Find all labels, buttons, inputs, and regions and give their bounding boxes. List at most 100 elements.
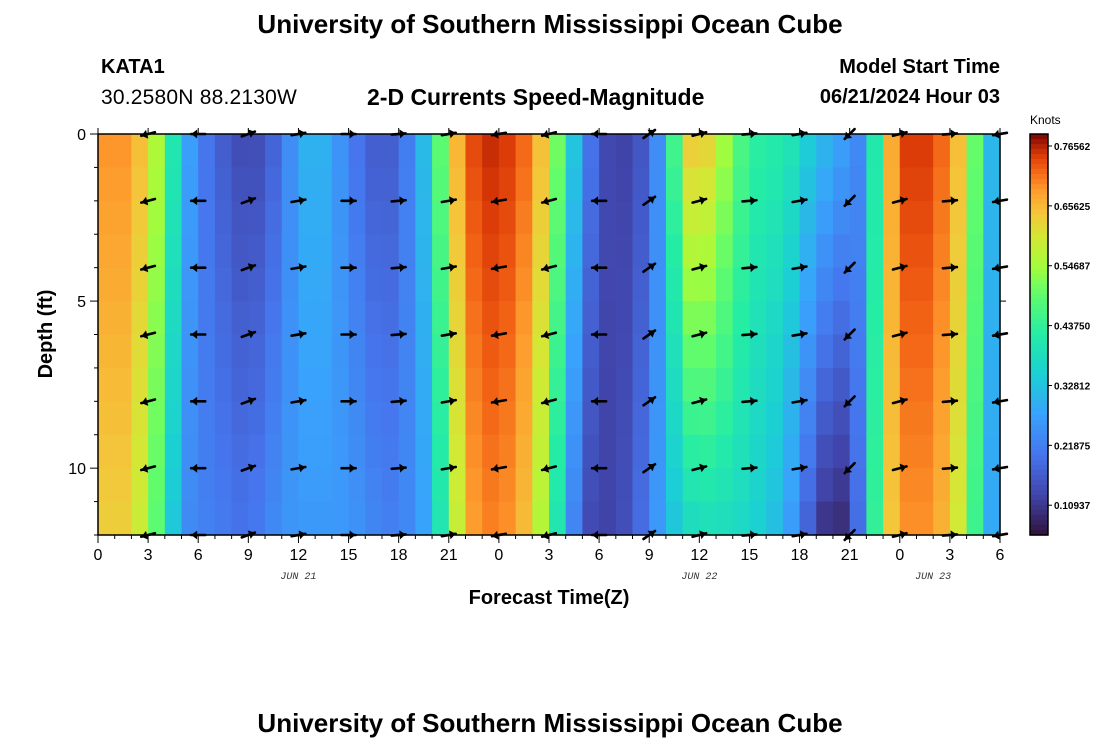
heatmap-cell bbox=[432, 267, 450, 302]
heatmap-cell bbox=[98, 301, 116, 336]
heatmap-cell bbox=[883, 367, 901, 402]
heatmap-cell bbox=[916, 167, 934, 202]
x-tick-label: 3 bbox=[945, 547, 954, 564]
heatmap-cell bbox=[549, 334, 567, 369]
heatmap-cell bbox=[849, 468, 867, 503]
heatmap-cell bbox=[916, 134, 934, 169]
arrow-head bbox=[141, 330, 149, 340]
colorbar-swatch bbox=[1030, 319, 1048, 326]
heatmap-cell bbox=[866, 234, 884, 269]
heatmap-cell bbox=[498, 200, 517, 235]
heatmap-cell bbox=[231, 200, 249, 235]
heatmap-cell bbox=[131, 367, 149, 402]
colorbar-swatch bbox=[1030, 274, 1048, 280]
heatmap-cell bbox=[265, 468, 283, 503]
current-vector-arrow bbox=[440, 329, 458, 339]
arrow-head bbox=[993, 196, 1000, 206]
heatmap-cell bbox=[348, 401, 366, 436]
arrow-head bbox=[191, 263, 198, 273]
heatmap-cell bbox=[331, 134, 350, 169]
heatmap-cell bbox=[348, 334, 366, 369]
heatmap-cell bbox=[615, 401, 634, 436]
arrow-head bbox=[492, 463, 499, 473]
current-vector-arrow bbox=[843, 328, 856, 341]
heatmap-cell bbox=[298, 267, 316, 302]
heatmap-cell bbox=[532, 401, 550, 436]
heatmap-cell bbox=[498, 501, 517, 536]
heatmap-cell bbox=[381, 134, 400, 169]
heatmap-cell bbox=[248, 367, 266, 402]
heatmap-cell bbox=[164, 167, 183, 202]
heatmap-cell bbox=[448, 234, 467, 269]
colorbar-swatch bbox=[1030, 369, 1048, 376]
arrow-head bbox=[592, 196, 599, 206]
heatmap-cell bbox=[331, 234, 350, 269]
heatmap-cell bbox=[549, 134, 567, 169]
heatmap-cell bbox=[248, 134, 266, 169]
heatmap-cell bbox=[649, 334, 667, 369]
colorbar-swatch bbox=[1030, 399, 1048, 406]
heatmap-cell bbox=[214, 267, 233, 302]
heatmap-cell bbox=[164, 434, 183, 469]
arrow-head bbox=[141, 196, 149, 206]
arrow-head bbox=[699, 263, 707, 272]
heatmap-cell bbox=[966, 200, 984, 235]
arrow-head bbox=[449, 396, 456, 406]
heatmap-cell bbox=[699, 301, 717, 336]
heatmap-cell bbox=[716, 367, 734, 402]
heatmap-cell bbox=[649, 468, 667, 503]
heatmap-cell bbox=[632, 134, 650, 169]
heatmap-cell bbox=[315, 434, 333, 469]
arrow-head bbox=[492, 330, 499, 340]
heatmap-cell bbox=[766, 267, 784, 302]
heatmap-cell bbox=[532, 434, 550, 469]
heatmap-cell bbox=[398, 301, 416, 336]
heatmap-cell bbox=[198, 234, 216, 269]
heatmap-cell bbox=[131, 234, 149, 269]
heatmap-cell bbox=[214, 234, 233, 269]
heatmap-cell bbox=[532, 468, 550, 503]
heatmap-cell bbox=[832, 267, 851, 302]
colorbar-unit: Knots bbox=[1030, 113, 1061, 127]
heatmap-cell bbox=[432, 134, 450, 169]
heatmap-cell bbox=[365, 301, 383, 336]
arrow-head bbox=[349, 196, 356, 206]
current-vector-arrow bbox=[741, 263, 758, 273]
heatmap-cell bbox=[866, 167, 884, 202]
heatmap-cell bbox=[682, 401, 700, 436]
heatmap-cell bbox=[348, 167, 366, 202]
heatmap-cell bbox=[482, 167, 500, 202]
colorbar-swatch bbox=[1030, 304, 1048, 311]
heatmap-cell bbox=[599, 134, 617, 169]
colorbar-swatch bbox=[1030, 379, 1048, 386]
heatmap-cell bbox=[498, 301, 517, 336]
current-vector-arrow bbox=[891, 396, 908, 406]
heatmap-cell bbox=[732, 134, 751, 169]
heatmap-cell bbox=[899, 167, 918, 202]
heatmap-cell bbox=[599, 267, 617, 302]
heatmap-cell bbox=[782, 367, 801, 402]
current-vector-arrow bbox=[642, 329, 657, 340]
heatmap-cell bbox=[298, 234, 316, 269]
heatmap-cell bbox=[916, 501, 934, 536]
current-vector-arrow bbox=[691, 396, 708, 406]
current-vector-arrow bbox=[440, 396, 458, 406]
heatmap-cell bbox=[398, 434, 416, 469]
heatmap-cell bbox=[198, 501, 216, 536]
heatmap-cell bbox=[265, 367, 283, 402]
heatmap-cell bbox=[699, 367, 717, 402]
heatmap-cell bbox=[381, 434, 400, 469]
colorbar-swatch bbox=[1030, 149, 1048, 155]
heatmap-cell bbox=[381, 200, 400, 235]
heatmap-cell bbox=[248, 434, 266, 469]
heatmap-cell bbox=[665, 200, 684, 235]
heatmap-cell bbox=[749, 200, 767, 235]
heatmap-cell bbox=[248, 501, 266, 536]
heatmap-cell bbox=[549, 301, 567, 336]
x-tick-label: 21 bbox=[440, 547, 458, 564]
heatmap-cell bbox=[98, 501, 116, 536]
current-vector-arrow bbox=[843, 461, 856, 475]
heatmap-cell bbox=[916, 367, 934, 402]
heatmap-cell bbox=[181, 468, 199, 503]
